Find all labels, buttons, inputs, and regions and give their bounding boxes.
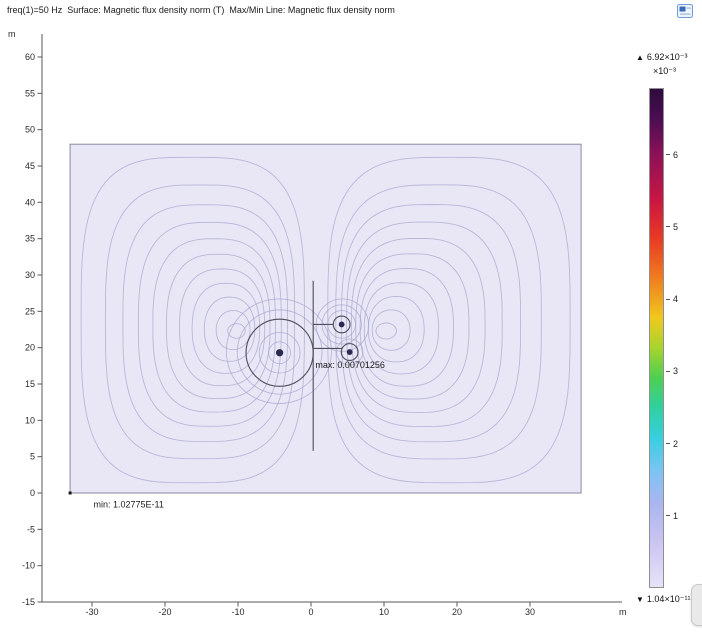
contour-loop <box>179 268 266 387</box>
y-tick-label: 40 <box>25 197 35 207</box>
conductor-dot <box>338 321 345 328</box>
y-tick-label: -10 <box>22 561 35 571</box>
contour-loop <box>327 156 571 484</box>
colorbar-tick: 1 <box>666 511 678 521</box>
contour-loop <box>359 268 454 387</box>
colorbar-tick: 2 <box>666 439 678 449</box>
x-tick-label: -20 <box>158 607 171 617</box>
contour-loop <box>335 184 542 460</box>
surface-region <box>69 143 582 494</box>
conductor-dot <box>275 349 284 357</box>
x-tick-label: 30 <box>525 607 535 617</box>
y-tick-label: -15 <box>22 597 35 607</box>
axis-labels: -15 -10 -5 0 5 10 15 20 25 30 35 40 45 50 55 60 -30 -20 -1… <box>8 29 627 617</box>
contour-loop <box>350 237 486 413</box>
x-axis-unit: m <box>619 607 627 617</box>
max-arrow-icon: ▲ <box>636 53 644 62</box>
contour-ring <box>236 309 323 395</box>
colorbar-tick-mark <box>666 443 670 444</box>
contour-loop <box>346 221 503 428</box>
colorbar-tick-label: 5 <box>673 221 679 232</box>
x-tick-label: -10 <box>231 607 244 617</box>
conductor-circle <box>332 315 351 334</box>
x-tick-label: 20 <box>452 607 462 617</box>
colorbar-tick: 6 <box>666 150 678 160</box>
colorbar-tick-mark <box>666 226 670 228</box>
contour-loop <box>371 309 411 351</box>
axes <box>37 34 622 607</box>
contour-ring <box>258 331 301 374</box>
y-tick-label: 0 <box>30 488 35 498</box>
contour-loop <box>363 282 440 375</box>
colorbar-tick-label: 6 <box>673 149 679 160</box>
y-tick-label: 30 <box>25 270 35 280</box>
y-tick-label: 5 <box>30 452 35 462</box>
contour-loop <box>191 282 261 374</box>
colorbar-min-label: ▼ 1.04×10⁻¹¹ <box>636 594 690 605</box>
contour-loop <box>152 238 276 413</box>
contour-loop <box>375 322 397 340</box>
min-annotation: min: 1.02775E-11 <box>93 500 163 510</box>
contour-lines <box>80 156 571 484</box>
colorbar-exponent-label: ×10⁻³ <box>653 66 677 76</box>
float-window-icon[interactable] <box>677 4 694 19</box>
y-axis-unit: m <box>8 29 16 39</box>
contour-loop <box>166 253 271 400</box>
min-arrow-icon: ▼ <box>636 595 644 604</box>
y-tick-label: 35 <box>25 234 35 244</box>
y-tick-label: 15 <box>25 379 35 389</box>
contour-ring <box>315 298 370 352</box>
colorbar-tick-label: 2 <box>673 438 679 449</box>
colorbar-tick-mark <box>666 154 670 155</box>
contour-loop <box>215 310 251 351</box>
colorbar-tick-label: 3 <box>673 366 679 377</box>
colorbar-tick-label: 1 <box>673 510 679 521</box>
contour-ring <box>336 338 364 366</box>
contour-loop <box>80 156 305 484</box>
contour-ring <box>225 298 332 405</box>
colorbar-tick-labels: 6 5 4 3 2 1 <box>666 88 696 588</box>
y-tick-label: -5 <box>27 524 35 534</box>
contour-loop <box>137 221 282 427</box>
geometry <box>245 280 359 451</box>
collapsed-panel-tab[interactable] <box>691 584 702 626</box>
x-tick-label: -30 <box>85 607 98 617</box>
colorbar-tick: 4 <box>666 294 678 304</box>
colorbar-max-value: 6.92×10⁻³ <box>646 52 688 62</box>
y-tick-label: 45 <box>25 161 35 171</box>
colorbar-tick-mark <box>666 515 670 517</box>
y-tick-label: 10 <box>25 415 35 425</box>
contour-ring <box>268 341 292 365</box>
y-tick-label: 20 <box>25 343 35 353</box>
contour-loop <box>203 296 256 362</box>
conductor-dot <box>346 349 353 355</box>
float-window-glyph <box>677 4 693 18</box>
conductor-circle <box>245 318 314 387</box>
max-annotation: max: 0.00701256 <box>315 360 385 370</box>
colorbar-tick: 3 <box>666 366 678 376</box>
contour-loop <box>122 204 289 443</box>
colorbar-tick-label: 4 <box>673 294 679 304</box>
contour-loop <box>227 323 246 339</box>
colorbar-gradient-bar <box>649 88 664 588</box>
contour-loop <box>104 184 296 460</box>
x-tick-label: 10 <box>379 607 389 617</box>
colorbar-max-label: ▲ 6.92×10⁻³ <box>636 52 687 63</box>
x-tick-label: 0 <box>308 607 313 617</box>
y-tick-label: 60 <box>25 52 35 62</box>
min-marker <box>68 491 72 495</box>
plot-title: freq(1)=50 Hz Surface: Magnetic flux den… <box>7 5 395 15</box>
y-tick-label: 55 <box>25 88 35 98</box>
conductor-circle <box>340 343 359 361</box>
colorbar-tick-mark <box>666 370 670 372</box>
colorbar-tick: 5 <box>666 222 678 232</box>
y-tick-label: 25 <box>25 306 35 316</box>
colorbar-min-value: 1.04×10⁻¹¹ <box>646 594 691 604</box>
y-tick-label: 50 <box>25 125 35 135</box>
colorbar-tick-mark <box>666 298 670 300</box>
